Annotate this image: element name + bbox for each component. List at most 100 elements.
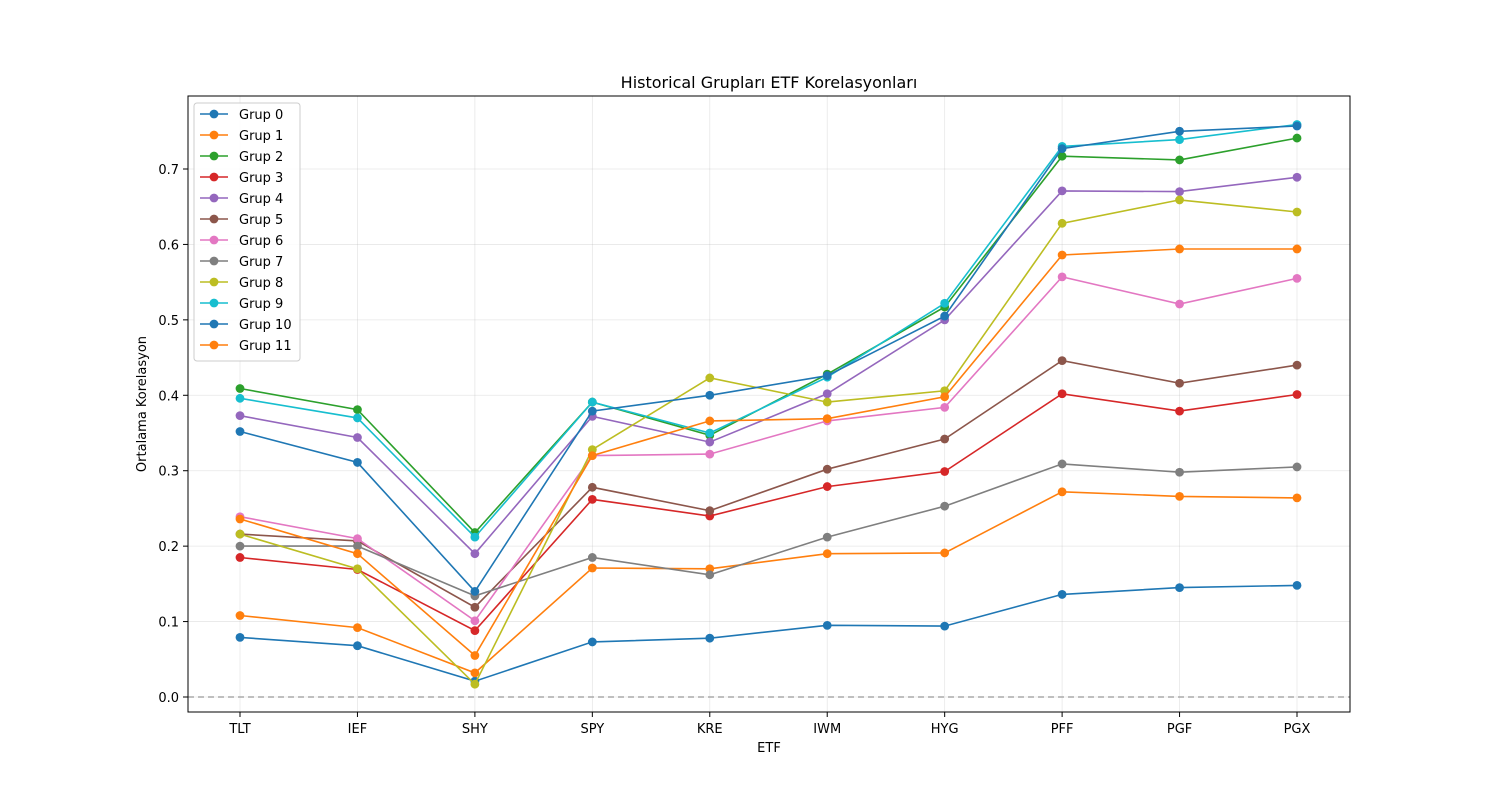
series-group xyxy=(235,459,1302,601)
x-tick-label: SHY xyxy=(462,722,488,737)
data-point xyxy=(1057,186,1067,196)
x-tick-label: HYG xyxy=(931,722,959,737)
series-group xyxy=(235,389,1302,636)
x-tick-label: PGF xyxy=(1167,722,1192,737)
data-point xyxy=(235,384,245,393)
x-axis-ticks: TLT IEF SHY SPY KRE IWM HYG PFF PGF PGX xyxy=(228,712,1310,737)
y-tick-label: 0.7 xyxy=(158,163,179,178)
legend-label: Grup 2 xyxy=(239,150,283,165)
data-point xyxy=(1057,151,1067,161)
data-point xyxy=(587,482,597,492)
legend-item: Grup 2 xyxy=(200,150,283,165)
data-point xyxy=(1292,580,1302,590)
legend-item: Grup 4 xyxy=(200,192,283,207)
data-point xyxy=(940,434,950,444)
data-point xyxy=(587,563,597,573)
x-tick-label: IWM xyxy=(813,722,841,737)
legend-marker xyxy=(209,172,219,182)
series-lines xyxy=(235,120,1302,689)
data-point xyxy=(353,641,362,651)
data-point xyxy=(1292,172,1302,182)
series-line xyxy=(240,463,1298,597)
data-point xyxy=(1175,299,1184,309)
legend-label: Grup 8 xyxy=(239,276,283,291)
y-tick-label: 0.1 xyxy=(158,616,179,631)
data-point xyxy=(705,428,715,438)
data-point xyxy=(235,541,245,551)
data-point xyxy=(940,621,950,631)
legend-item: Grup 10 xyxy=(200,318,292,333)
series-line xyxy=(239,125,1298,593)
data-point xyxy=(1057,389,1067,399)
legend-marker xyxy=(209,340,219,350)
data-point xyxy=(470,668,480,678)
y-tick-label: 0.6 xyxy=(158,238,179,253)
data-point xyxy=(353,564,362,574)
legend-item: Grup 9 xyxy=(200,297,283,312)
legend-item: Grup 3 xyxy=(200,171,283,186)
data-point xyxy=(1057,356,1067,365)
data-point xyxy=(1175,491,1184,501)
legend-marker xyxy=(209,235,219,245)
data-point xyxy=(353,405,362,415)
plot-frame xyxy=(187,95,1351,713)
legend-label: Grup 10 xyxy=(239,318,292,333)
legend-item: Grup 5 xyxy=(200,213,283,228)
data-point xyxy=(705,633,715,643)
x-tick-label: TLT xyxy=(228,722,250,737)
legend-marker xyxy=(209,298,219,308)
data-point xyxy=(235,427,245,436)
data-point xyxy=(470,626,480,636)
data-point xyxy=(822,389,832,399)
legend-item: Grup 6 xyxy=(200,234,283,249)
data-point xyxy=(587,451,597,461)
data-point xyxy=(705,373,715,383)
y-tick-label: 0.0 xyxy=(158,691,179,706)
series-line xyxy=(239,359,1298,609)
data-point xyxy=(353,549,362,559)
data-point xyxy=(1175,378,1184,388)
x-tick-label: IEF xyxy=(348,722,368,737)
data-point xyxy=(940,298,950,308)
legend-label: Grup 7 xyxy=(239,255,283,270)
data-point xyxy=(1057,487,1067,497)
series-group xyxy=(235,244,1302,660)
y-tick-label: 0.4 xyxy=(158,389,179,404)
data-point xyxy=(235,529,245,539)
legend-item: Grup 11 xyxy=(200,339,292,354)
data-point xyxy=(353,413,362,423)
data-point xyxy=(705,570,715,580)
data-point xyxy=(1175,406,1184,416)
y-tick-label: 0.3 xyxy=(158,465,179,480)
data-point xyxy=(940,402,950,412)
data-point xyxy=(235,393,245,403)
data-point xyxy=(822,482,832,491)
legend-marker xyxy=(209,277,219,287)
data-point xyxy=(1175,155,1184,165)
data-point xyxy=(1057,590,1067,599)
data-point xyxy=(470,616,480,626)
data-point xyxy=(353,534,362,543)
data-point xyxy=(353,458,362,467)
series-line xyxy=(239,276,1298,622)
legend-label: Grup 9 xyxy=(239,297,283,312)
data-point xyxy=(235,633,245,642)
x-tick-label: KRE xyxy=(697,722,723,737)
series-line xyxy=(239,584,1298,683)
data-point xyxy=(587,553,597,562)
series-line xyxy=(239,392,1298,632)
data-point xyxy=(705,416,715,426)
series-line xyxy=(239,490,1298,674)
data-point xyxy=(587,494,597,504)
data-point xyxy=(353,623,362,633)
data-point xyxy=(940,467,950,476)
series-group xyxy=(235,121,1302,596)
data-point xyxy=(705,437,715,447)
data-point xyxy=(1175,187,1184,197)
data-point xyxy=(1175,195,1184,205)
series-line xyxy=(239,123,1298,539)
data-point xyxy=(1292,133,1302,143)
legend-marker xyxy=(209,130,219,140)
legend-marker xyxy=(209,193,219,203)
